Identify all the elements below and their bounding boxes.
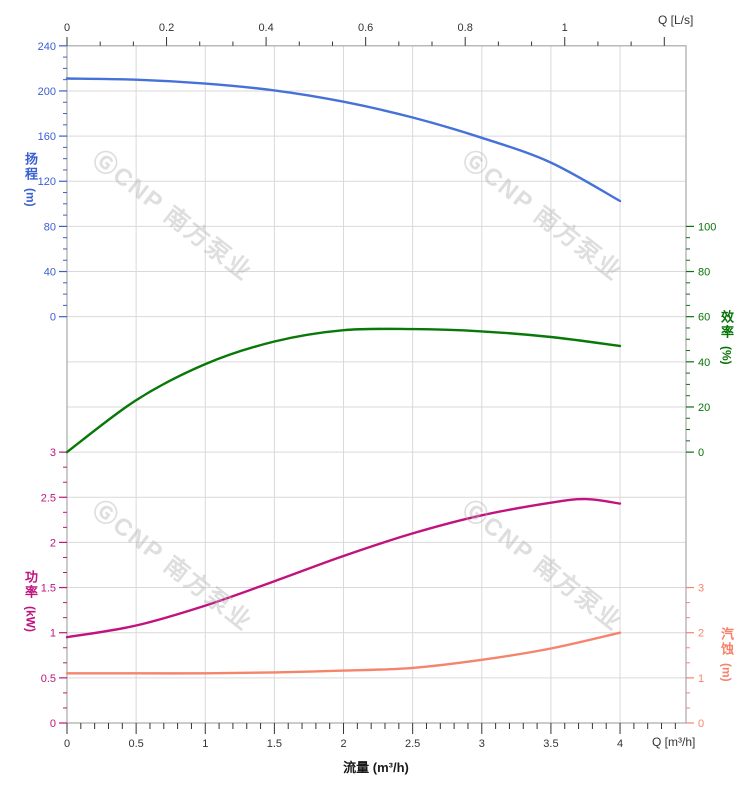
efficiency-axis-title-text: 效率 bbox=[718, 310, 734, 340]
tick-label: 3 bbox=[698, 583, 704, 595]
tick-label: 0 bbox=[698, 447, 704, 459]
tick-label: 60 bbox=[698, 312, 710, 324]
tick-label: 0 bbox=[50, 312, 56, 324]
flow-axis-title: 流量 (m³/h) bbox=[343, 760, 409, 775]
plot-border bbox=[66, 45, 687, 724]
tick-label: 2 bbox=[50, 537, 56, 549]
tick-label: 80 bbox=[698, 267, 710, 279]
power-curve bbox=[65, 497, 622, 639]
tick-label: 20 bbox=[698, 402, 710, 414]
power-axis-title: 功率 (kW) bbox=[22, 570, 38, 632]
tick-label: 120 bbox=[38, 176, 56, 188]
tick-label: 1 bbox=[698, 673, 704, 685]
tick-label: 3 bbox=[50, 447, 56, 459]
npsh-axis-unit: (m) bbox=[719, 663, 734, 682]
tick-label: 3.5 bbox=[543, 738, 558, 750]
tick-label: 2.5 bbox=[41, 492, 56, 504]
npsh-axis-title-text: 汽蚀 bbox=[718, 627, 734, 657]
head-axis-title: 扬程 (m) bbox=[22, 152, 38, 207]
tick-label: 160 bbox=[38, 131, 56, 143]
npsh-axis: 3 2 1 0 bbox=[686, 583, 704, 730]
flow-axis-top: 0 0.2 0.4 0.6 0.8 1 bbox=[64, 22, 665, 46]
tick-label: 1 bbox=[202, 738, 208, 750]
tick-label: 240 bbox=[38, 41, 56, 53]
tick-label: 0.5 bbox=[128, 738, 143, 750]
efficiency-axis: 100 80 60 40 20 0 bbox=[686, 221, 716, 459]
power-axis: 3 2.5 2 1.5 1 0.5 0 bbox=[41, 447, 67, 730]
tick-label: 200 bbox=[38, 86, 56, 98]
tick-label: 1.5 bbox=[41, 583, 56, 595]
tick-label: 0 bbox=[50, 718, 56, 730]
efficiency-axis-title: 效率 (%) bbox=[718, 310, 734, 365]
flow-unit-top-label: Q [L/s] bbox=[658, 13, 694, 27]
tick-label: 40 bbox=[44, 267, 56, 279]
tick-label: 0 bbox=[698, 718, 704, 730]
tick-label: 100 bbox=[698, 221, 716, 233]
flow-unit-bottom-label: Q [m³/h] bbox=[652, 735, 696, 749]
tick-label: 0.5 bbox=[41, 673, 56, 685]
efficiency-axis-unit: (%) bbox=[719, 346, 734, 365]
tick-label: 0.8 bbox=[458, 22, 473, 34]
head-curve bbox=[65, 77, 622, 203]
tick-label: 0.6 bbox=[358, 22, 373, 34]
tick-label: 0 bbox=[64, 738, 70, 750]
flow-axis-bottom: 0 0.5 1 1.5 2 2.5 3 3.5 4 bbox=[64, 723, 676, 750]
tick-label: 2 bbox=[698, 628, 704, 640]
tick-label: 2 bbox=[340, 738, 346, 750]
tick-label: 80 bbox=[44, 221, 56, 233]
tick-label: 4 bbox=[617, 738, 623, 750]
tick-label: 0.2 bbox=[159, 22, 174, 34]
head-axis: 240 200 160 120 80 40 0 bbox=[38, 41, 67, 324]
tick-label: 1 bbox=[50, 628, 56, 640]
tick-label: 0 bbox=[64, 22, 70, 34]
head-axis-unit: (m) bbox=[23, 188, 38, 207]
efficiency-curve bbox=[65, 327, 622, 454]
tick-label: 0.4 bbox=[258, 22, 273, 34]
power-axis-title-text: 功率 bbox=[22, 570, 38, 600]
npsh-axis-title: 汽蚀 (m) bbox=[718, 627, 734, 682]
head-axis-title-text: 扬程 bbox=[22, 152, 38, 182]
tick-label: 3 bbox=[479, 738, 485, 750]
tick-label: 1.5 bbox=[267, 738, 282, 750]
npsh-curve bbox=[65, 631, 622, 675]
tick-label: 40 bbox=[698, 357, 710, 369]
power-axis-unit: (kW) bbox=[23, 606, 38, 632]
tick-label: 1 bbox=[562, 22, 568, 34]
tick-label: 2.5 bbox=[405, 738, 420, 750]
gridlines bbox=[67, 45, 686, 723]
